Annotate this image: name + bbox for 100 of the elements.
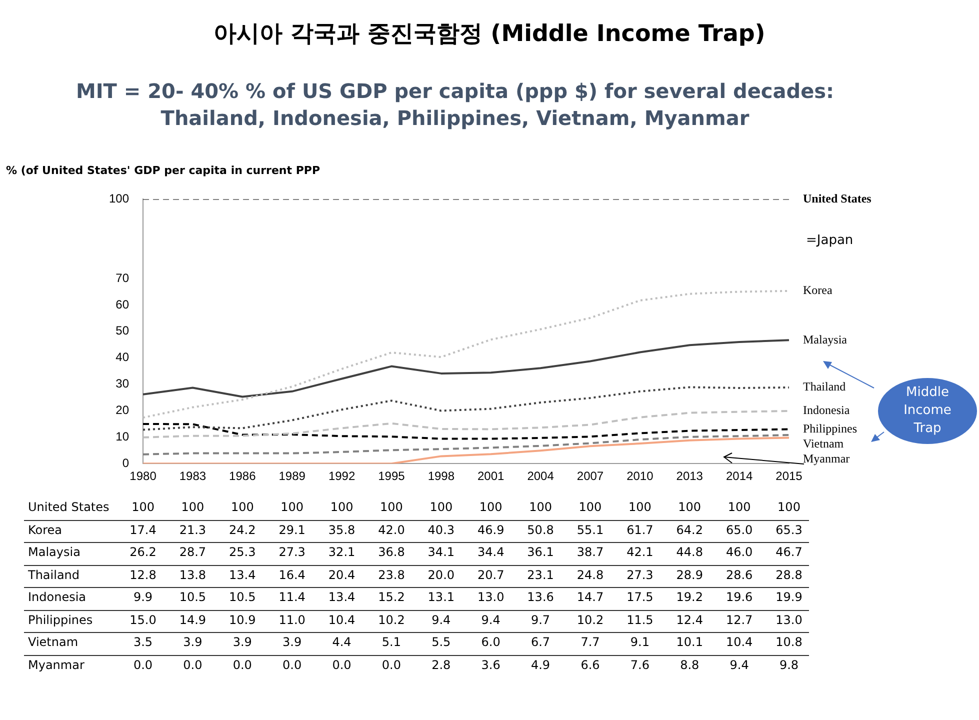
data-label: 27.3 — [626, 568, 654, 582]
data-label: 100 — [678, 500, 702, 514]
x-tick-label: 1995 — [378, 469, 406, 484]
data-label: 8.8 — [680, 658, 700, 672]
data-label: 13.1 — [428, 590, 455, 604]
data-label: 55.1 — [576, 522, 604, 536]
series-label: Korea — [803, 283, 833, 298]
data-label: 19.9 — [776, 590, 802, 604]
data-label: 13.0 — [776, 612, 802, 626]
data-label: 20.0 — [428, 568, 455, 582]
data-label: 64.2 — [676, 522, 703, 536]
data-label: 20.4 — [328, 568, 356, 582]
data-label: 20.7 — [477, 568, 504, 582]
series-label: Philippines — [803, 421, 858, 436]
x-tick-label: 2001 — [478, 469, 505, 484]
data-label: 9.8 — [779, 658, 799, 672]
x-tick-label: 2010 — [626, 469, 654, 484]
data-label: 26.2 — [130, 545, 156, 559]
data-label: 15.0 — [130, 612, 156, 626]
data-label: 5.5 — [432, 635, 451, 649]
data-label: 100 — [628, 500, 652, 514]
x-tick-label: 2014 — [726, 469, 753, 484]
text: Vietnam — [28, 635, 78, 649]
data-label: 0.0 — [282, 658, 302, 672]
data-label: 25.3 — [229, 545, 256, 559]
data-label: 35.8 — [328, 522, 356, 536]
text: =Japan — [806, 233, 854, 248]
series-label: Malaysia — [803, 332, 848, 346]
data-label: 10.2 — [576, 612, 604, 626]
data-label: 34.4 — [477, 545, 504, 559]
data-label: 0.0 — [382, 658, 402, 672]
data-label: 9.4 — [432, 612, 451, 626]
data-label: 6.6 — [580, 658, 600, 672]
data-label: 9.9 — [133, 590, 153, 604]
data-label: 11.4 — [278, 590, 306, 604]
series-label: Indonesia — [803, 403, 850, 418]
x-tick-label: 2013 — [676, 469, 704, 484]
y-tick-label: 100 — [108, 192, 130, 206]
chart-subtitle: MIT = 20- 40% % of US GDP per capita (ppp $) for several decades: Thailand, Indonesia, Philippines, Vietnam, Myanmar — [74, 78, 836, 132]
data-label: 28.8 — [776, 568, 802, 582]
data-label: 14.7 — [576, 590, 604, 604]
data-label: 100 — [430, 500, 453, 514]
data-label: 3.9 — [183, 635, 202, 649]
data-label: 7.6 — [630, 658, 650, 672]
data-label: 100 — [380, 500, 403, 514]
data-label: 42.1 — [626, 545, 654, 559]
data-label: 34.1 — [428, 545, 455, 559]
data-label: 28.9 — [676, 568, 703, 582]
data-label: 28.7 — [179, 545, 206, 559]
data-label: 23.1 — [527, 568, 554, 582]
data-label: 100 — [132, 500, 154, 514]
data-label: 15.2 — [378, 590, 405, 604]
data-label: 65.0 — [726, 522, 753, 536]
x-tick-label: 1992 — [328, 469, 356, 484]
data-label: 6.7 — [530, 635, 550, 649]
data-label: 100 — [181, 500, 204, 514]
data-label: 10.1 — [676, 635, 703, 649]
x-tick-label: 1989 — [278, 469, 306, 484]
x-tick-label: 1986 — [229, 469, 256, 484]
data-label: 27.3 — [278, 545, 306, 559]
y-tick-label: 60 — [116, 297, 130, 312]
data-label: 10.5 — [179, 590, 206, 604]
x-tick-label: 1998 — [428, 469, 455, 484]
data-label: 3.6 — [481, 658, 500, 672]
data-label: 13.4 — [229, 568, 256, 582]
data-label: 32.1 — [328, 545, 356, 559]
data-label: 36.8 — [378, 545, 405, 559]
data-label: 28.6 — [726, 568, 753, 582]
data-label: 29.1 — [278, 522, 306, 536]
data-label: 13.4 — [328, 590, 356, 604]
data-label: 16.4 — [278, 568, 306, 582]
data-label: 19.2 — [676, 590, 703, 604]
data-label: 17.5 — [626, 590, 654, 604]
data-label: 10.9 — [229, 612, 256, 626]
data-label: 38.7 — [576, 545, 604, 559]
data-label: 3.9 — [232, 635, 252, 649]
data-label: 100 — [280, 500, 304, 514]
data-label: 46.0 — [726, 545, 753, 559]
data-label: 100 — [529, 500, 552, 514]
data-label: 21.3 — [179, 522, 206, 536]
data-label: 0.0 — [232, 658, 252, 672]
data-label: 10.2 — [378, 612, 405, 626]
y-tick-label: 70 — [116, 270, 130, 285]
data-label: 12.7 — [726, 612, 753, 626]
text: Malaysia — [28, 545, 80, 559]
data-label: 44.8 — [676, 545, 703, 559]
text: United States — [28, 500, 110, 514]
y-tick-label: 20 — [116, 403, 130, 418]
data-label: 10.8 — [776, 635, 802, 649]
y-tick-label: 50 — [116, 324, 130, 338]
data-label: 36.1 — [527, 545, 554, 559]
x-tick-label: 1980 — [130, 469, 157, 484]
data-label: 24.2 — [229, 522, 256, 536]
data-label: 10.4 — [328, 612, 356, 626]
data-label: 19.6 — [726, 590, 753, 604]
data-label: 2.8 — [432, 658, 451, 672]
data-label: 14.9 — [179, 612, 206, 626]
data-label: 6.0 — [481, 635, 500, 649]
data-label: 5.1 — [382, 635, 402, 649]
data-label: 3.9 — [282, 635, 302, 649]
